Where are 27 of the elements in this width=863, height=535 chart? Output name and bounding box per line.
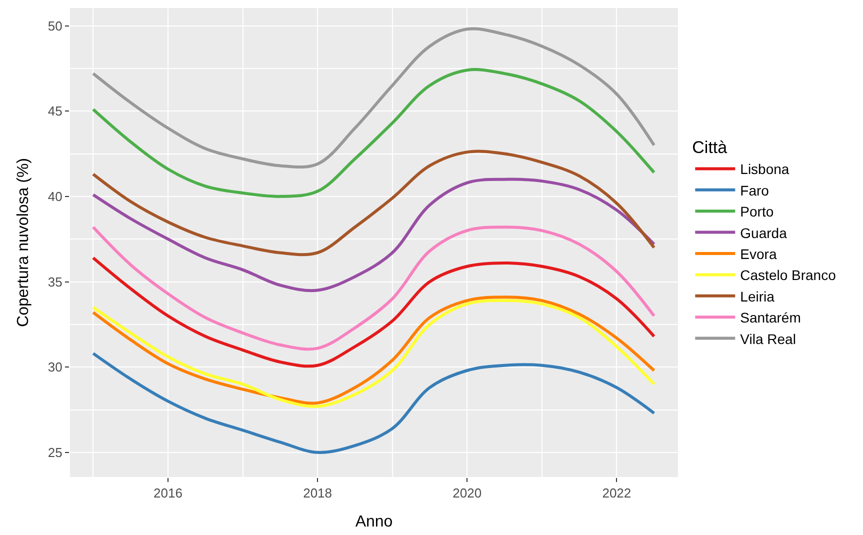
line-series [92,256,656,368]
x-tick-label: 2020 [452,486,482,501]
y-tick-label: 25 [48,444,62,460]
legend-label: Lisbona [740,161,790,178]
line-series [92,226,656,351]
x-tick-label: 2016 [154,486,182,501]
legend-label: Vila Real [740,330,796,347]
y-tick-label: 45 [48,104,62,119]
legend-title: Città [692,138,728,158]
legend-label: Leiria [740,288,775,304]
line-series [92,68,656,198]
y-tick-label: 30 [48,360,62,375]
x-tick-label: 2018 [303,486,332,501]
y-tick-label: 40 [48,188,62,204]
legend-label: Faro [740,182,770,198]
x-tick-label: 2022 [602,486,632,501]
y-tick-label: 50 [48,18,62,34]
y-axis-title: Copertura nuvolosa (%) [14,158,32,327]
y-tick-label: 35 [48,274,62,290]
x-axis-title: Anno [355,513,393,530]
legend-label: Porto [740,204,774,220]
line-series [92,178,656,292]
legend-label: Guarda [740,224,788,241]
legend-label: Castelo Branco [740,267,836,284]
legend-label: Santarém [740,310,801,326]
line-series [92,352,656,454]
legend-label: Evora [740,246,777,262]
